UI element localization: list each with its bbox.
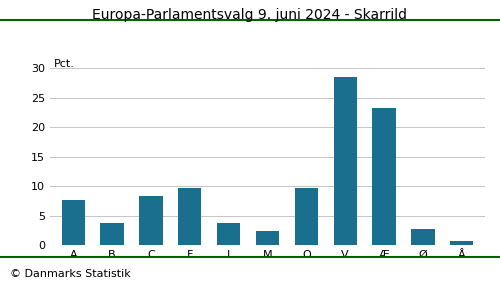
Bar	[178, 188, 202, 245]
Text: Europa-Parlamentsvalg 9. juni 2024 - Skarrild: Europa-Parlamentsvalg 9. juni 2024 - Ska…	[92, 8, 407, 23]
Bar	[256, 231, 279, 245]
Bar	[140, 196, 162, 245]
Bar	[372, 108, 396, 245]
Bar	[294, 188, 318, 245]
Bar	[100, 224, 124, 245]
Bar	[450, 241, 473, 245]
Bar	[62, 200, 85, 245]
Bar	[334, 77, 357, 245]
Text: Pct.: Pct.	[54, 59, 75, 69]
Bar	[411, 229, 434, 245]
Text: © Danmarks Statistik: © Danmarks Statistik	[10, 269, 131, 279]
Bar	[217, 224, 240, 245]
